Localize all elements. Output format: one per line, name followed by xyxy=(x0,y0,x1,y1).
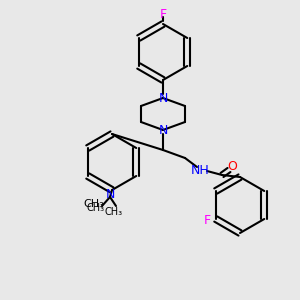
Text: F: F xyxy=(204,214,211,227)
Text: N: N xyxy=(158,92,168,104)
Text: CH₃: CH₃ xyxy=(105,207,123,217)
Text: N: N xyxy=(105,188,115,200)
Text: O: O xyxy=(227,160,237,173)
Text: NH: NH xyxy=(190,164,209,176)
Text: N: N xyxy=(158,124,168,136)
Text: CH₃: CH₃ xyxy=(87,203,105,213)
Text: CH₃: CH₃ xyxy=(84,199,104,209)
Text: F: F xyxy=(159,8,167,20)
